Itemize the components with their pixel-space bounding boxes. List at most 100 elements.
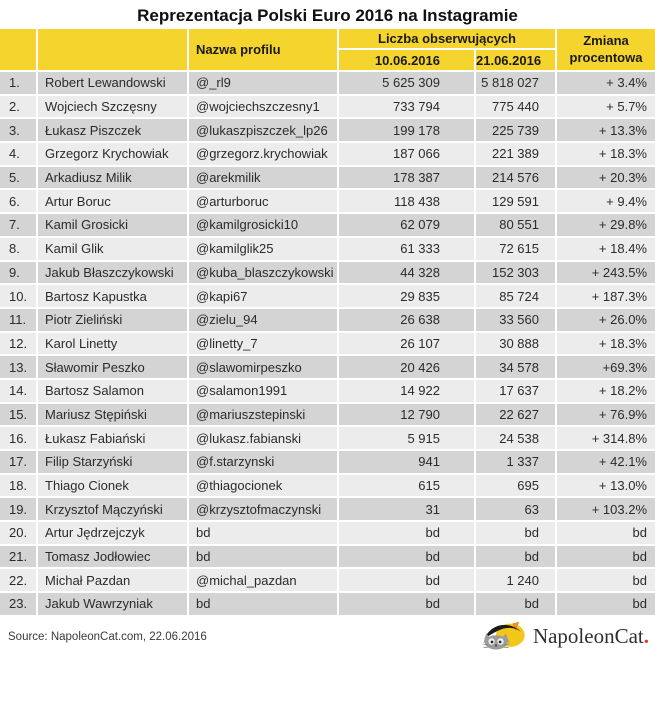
followers-after: bd: [474, 591, 557, 617]
profile-handle: @wojciechszczesny1: [187, 93, 339, 120]
followers-before: 187 066: [337, 141, 476, 167]
followers-after: 775 440: [474, 93, 557, 120]
logo-dot: .: [643, 624, 649, 649]
table-row: 11. Piotr Zieliński @zielu_94 26 638 33 560 +…: [0, 306, 655, 333]
profile-handle: bd: [187, 520, 339, 546]
table-row: 10. Bartosz Kapustka @kapi67 29 835 85 724 + …: [0, 283, 655, 309]
player-name: Bartosz Kapustka: [36, 283, 189, 309]
profile-handle: @_rl9: [187, 70, 339, 96]
table-row: 14. Bartosz Salamon @salamon1991 14 922 17 6…: [0, 377, 655, 404]
followers-before: bd: [337, 543, 476, 570]
change-percent: bd: [555, 567, 655, 594]
table-row: 17. Filip Starzyński @f.starzynski 941 1 337…: [0, 449, 655, 475]
profile-handle: @kuba_blaszczykowski: [187, 259, 339, 286]
followers-after: 152 303: [474, 259, 557, 286]
followers-after: 214 576: [474, 164, 557, 191]
player-name: Artur Jędrzejczyk: [36, 520, 189, 546]
followers-after: 30 888: [474, 330, 557, 357]
followers-before: 615: [337, 472, 476, 499]
table-row: 16. Łukasz Fabiański @lukasz.fabianski 5 91…: [0, 425, 655, 451]
player-name: Krzysztof Mączyński: [36, 496, 189, 523]
followers-after: 22 627: [474, 401, 557, 428]
rank-cell: 23.: [0, 591, 38, 617]
profile-handle: @f.starzynski: [187, 449, 339, 475]
change-percent: + 18.2%: [555, 377, 655, 404]
rank-cell: 6.: [0, 188, 38, 215]
profile-handle: bd: [187, 543, 339, 570]
followers-before: 31: [337, 496, 476, 523]
change-percent: + 26.0%: [555, 306, 655, 333]
table-row: 3. Łukasz Piszczek @lukaszpiszczek_lp26 199…: [0, 117, 655, 144]
followers-before: bd: [337, 520, 476, 546]
followers-before: 199 178: [337, 117, 476, 144]
followers-after: 221 389: [474, 141, 557, 167]
table-row: 19. Krzysztof Mączyński @krzysztofmaczynsk…: [0, 496, 655, 523]
rank-cell: 10.: [0, 283, 38, 309]
followers-after: 33 560: [474, 306, 557, 333]
profile-handle: @lukaszpiszczek_lp26: [187, 117, 339, 144]
change-percent: + 42.1%: [555, 449, 655, 475]
table-row: 5. Arkadiusz Milik @arekmilik 178 387 214 57…: [0, 164, 655, 191]
table-row: 20. Artur Jędrzejczyk bd bd bd bd: [0, 520, 655, 546]
rank-cell: 20.: [0, 520, 38, 546]
player-column-header: [36, 29, 189, 72]
change-percent: bd: [555, 543, 655, 570]
change-percent: + 103.2%: [555, 496, 655, 523]
rank-cell: 5.: [0, 164, 38, 191]
date2-column-header: 21.06.2016: [474, 48, 556, 72]
change-percent: + 18.3%: [555, 141, 655, 167]
rank-cell: 15.: [0, 401, 38, 428]
followers-table: Nazwa profilu Liczba obserwujących Zmian…: [0, 29, 655, 617]
change-percent: + 5.7%: [555, 93, 655, 120]
followers-before: 178 387: [337, 164, 476, 191]
table-row: 21. Tomasz Jodłowiec bd bd bd bd: [0, 543, 655, 570]
table-row: 2. Wojciech Szczęsny @wojciechszczesny1 733…: [0, 93, 655, 120]
player-name: Artur Boruc: [36, 188, 189, 215]
table-body: 1. Robert Lewandowski @_rl9 5 625 309 5 818 …: [0, 70, 655, 617]
followers-after: 80 551: [474, 212, 557, 238]
followers-after: 17 637: [474, 377, 557, 404]
rank-cell: 16.: [0, 425, 38, 451]
change-percent: + 20.3%: [555, 164, 655, 191]
change-percent: + 18.3%: [555, 330, 655, 357]
napoleoncat-cat-icon: [483, 621, 525, 650]
followers-after: 34 578: [474, 354, 557, 380]
rank-cell: 1.: [0, 70, 38, 96]
player-name: Kamil Grosicki: [36, 212, 189, 238]
player-name: Łukasz Fabiański: [36, 425, 189, 451]
rank-cell: 14.: [0, 377, 38, 404]
player-name: Jakub Wawrzyniak: [36, 591, 189, 617]
followers-before: 5 625 309: [337, 70, 476, 96]
player-name: Tomasz Jodłowiec: [36, 543, 189, 570]
player-name: Grzegorz Krychowiak: [36, 141, 189, 167]
change-percent: +69.3%: [555, 354, 655, 380]
followers-before: bd: [337, 591, 476, 617]
profile-handle: @zielu_94: [187, 306, 339, 333]
followers-after: 129 591: [474, 188, 557, 215]
rank-cell: 7.: [0, 212, 38, 238]
change-percent: + 314.8%: [555, 425, 655, 451]
followers-before: 26 107: [337, 330, 476, 357]
followers-before: 5 915: [337, 425, 476, 451]
player-name: Sławomir Peszko: [36, 354, 189, 380]
change-percent: + 9.4%: [555, 188, 655, 215]
followers-before: 118 438: [337, 188, 476, 215]
rank-cell: 2.: [0, 93, 38, 120]
change-percent: + 13.0%: [555, 472, 655, 499]
player-name: Wojciech Szczęsny: [36, 93, 189, 120]
player-name: Kamil Glik: [36, 235, 189, 262]
source-note: Source: NapoleonCat.com, 22.06.2016: [8, 630, 207, 643]
player-name: Michał Pazdan: [36, 567, 189, 594]
napoleoncat-logo: NapoleonCat.: [482, 620, 649, 654]
player-name: Karol Linetty: [36, 330, 189, 357]
followers-before: 941: [337, 449, 476, 475]
profile-handle: @arekmilik: [187, 164, 339, 191]
followers-after: bd: [474, 543, 557, 570]
rank-cell: 17.: [0, 449, 38, 475]
change-percent: bd: [555, 591, 655, 617]
followers-after: bd: [474, 520, 557, 546]
rank-cell: 12.: [0, 330, 38, 357]
change-percent: + 3.4%: [555, 70, 655, 96]
player-name: Arkadiusz Milik: [36, 164, 189, 191]
